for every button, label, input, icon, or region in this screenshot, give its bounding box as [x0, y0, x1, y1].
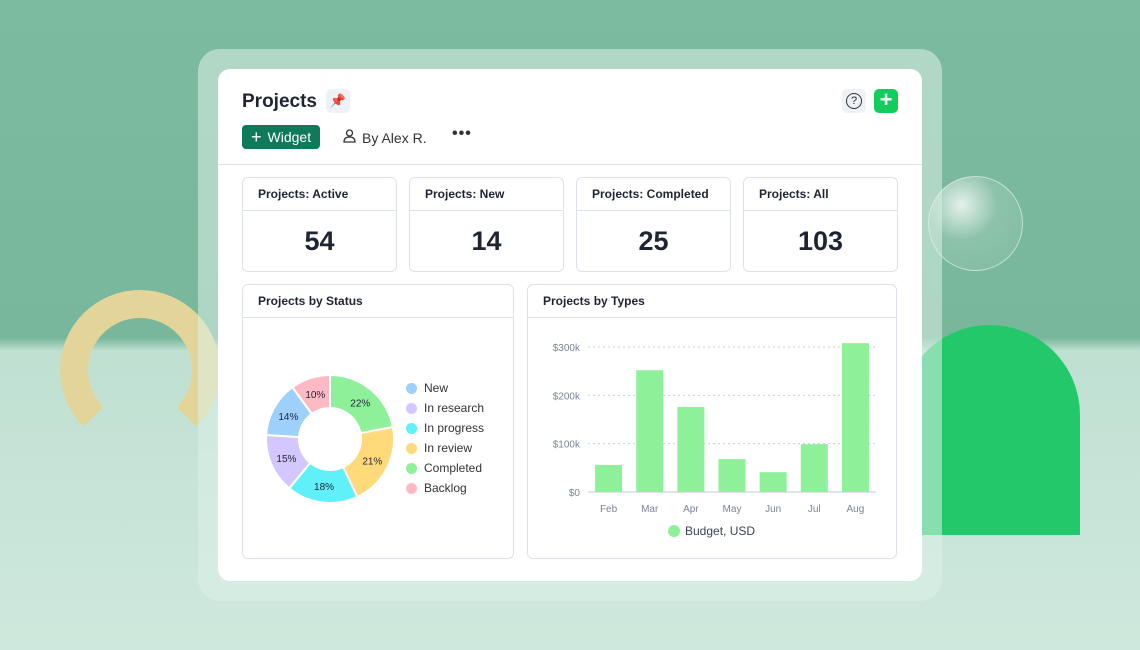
stat-card-all: Projects: All 103 [743, 177, 898, 272]
legend-dot [406, 422, 417, 434]
legend-dot [406, 442, 417, 454]
add-widget-button[interactable]: + Widget [242, 125, 321, 149]
y-tick-label: $200k [553, 391, 581, 402]
y-tick-label: $300k [553, 343, 581, 354]
help-button[interactable]: ? [842, 89, 866, 113]
stat-value: 54 [304, 226, 335, 256]
slice-label: 18% [314, 482, 334, 493]
legend-label: In review [424, 441, 473, 455]
legend-label: Completed [424, 461, 483, 475]
legend-item: New [406, 378, 484, 398]
divider [218, 164, 922, 165]
pin-icon[interactable]: 📌 [326, 89, 350, 113]
stat-value: 103 [797, 226, 844, 256]
add-button[interactable]: + [874, 89, 898, 113]
owner-label: By Alex R. [362, 129, 427, 146]
stat-card-new: Projects: New 14 [409, 177, 564, 272]
slice-label: 21% [362, 457, 382, 468]
donut-slice-backlog [290, 373, 331, 416]
x-tick-label: Jun [765, 504, 781, 515]
stat-label: Projects: Completed [577, 178, 730, 211]
slice-label: 10% [305, 390, 325, 401]
bar-mar [636, 370, 664, 492]
donut-chart: 22% 21% 18% 15% 14% 10% [265, 373, 395, 504]
legend-item: In review [406, 438, 484, 458]
stat-card-completed: Projects: Completed 25 [576, 177, 731, 272]
slice-label: 14% [278, 412, 298, 423]
legend-label: Budget, USD [685, 524, 755, 538]
x-tick-label: Apr [683, 504, 699, 515]
more-options-icon[interactable]: ••• [452, 125, 472, 142]
x-tick-label: Feb [600, 504, 618, 515]
stat-label: Projects: All [744, 178, 897, 211]
legend-dot [406, 482, 417, 494]
chart-title: Projects by Status [243, 285, 513, 318]
slice-label: 22% [350, 398, 370, 409]
bar-feb [595, 464, 623, 492]
stat-value: 25 [638, 226, 669, 256]
bar-jun [759, 472, 787, 492]
chart-legend: New In research In progress In review Comple… [406, 378, 484, 498]
legend-label: In progress [424, 421, 485, 435]
stat-label: Projects: Active [243, 178, 396, 211]
x-tick-label: Aug [847, 504, 865, 515]
legend-dot [668, 525, 680, 537]
plus-icon: + [251, 126, 262, 147]
legend-label: New [424, 381, 449, 395]
bar-may [718, 459, 746, 492]
stat-card-active: Projects: Active 54 [242, 177, 397, 272]
legend-dot [406, 462, 417, 474]
stat-value: 14 [471, 226, 502, 256]
decorative-coil [60, 290, 220, 450]
x-tick-label: Mar [641, 504, 659, 515]
page-title: Projects [242, 91, 317, 112]
legend-label: Backlog [424, 481, 467, 495]
legend-item: In progress [406, 418, 484, 438]
chart-title: Projects by Types [528, 285, 896, 318]
legend-item: In research [406, 398, 484, 418]
owner-filter[interactable]: By Alex R. [343, 129, 427, 146]
bar-apr [677, 406, 705, 492]
slice-label: 15% [276, 454, 296, 465]
bar-chart: $0 $100k $200k $300k Feb Mar Apr May Jun Jul Aug Bu… [553, 343, 876, 538]
legend-dot [406, 402, 417, 414]
types-chart-panel: Projects by Types $0 $100k $200k $300k Feb Ma… [527, 284, 897, 559]
widget-label: Widget [267, 129, 312, 145]
legend-dot [406, 382, 417, 394]
bar-aug [841, 343, 869, 492]
legend-item: Backlog [406, 478, 484, 498]
stat-label: Projects: New [410, 178, 563, 211]
user-icon [343, 129, 356, 146]
x-tick-label: Jul [808, 504, 821, 515]
legend-label: In research [424, 401, 485, 415]
x-tick-label: May [723, 504, 742, 515]
legend-item: Completed [406, 458, 484, 478]
help-icon: ? [846, 93, 862, 109]
decorative-bubble [928, 176, 1023, 271]
bar-jul [800, 444, 828, 492]
y-tick-label: $0 [569, 488, 581, 499]
projects-dashboard: Projects 📌 ? + + Widget By Alex R. ••• Pr… [218, 69, 922, 581]
status-chart-panel: Projects by Status 22% 21% 18% 15% 14% 10% Ne… [242, 284, 514, 559]
y-tick-label: $100k [553, 440, 581, 451]
